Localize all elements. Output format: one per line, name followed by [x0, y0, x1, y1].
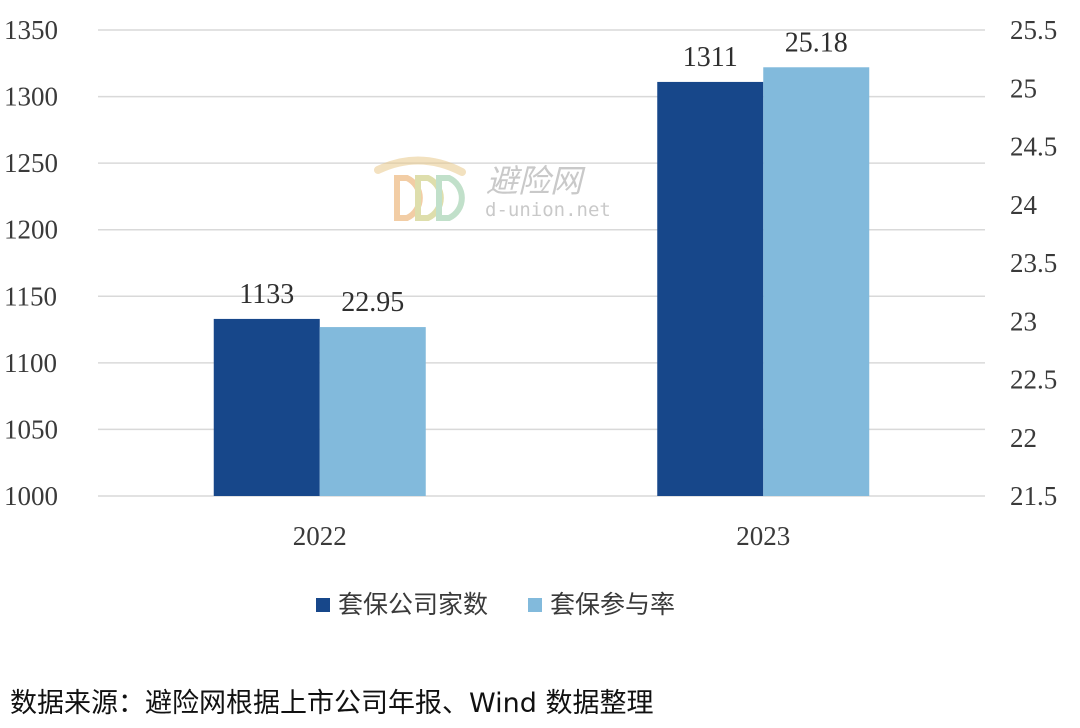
right-tick-label: 23.5 — [1010, 248, 1057, 278]
legend-label: 套保参与率 — [550, 590, 675, 619]
legend: 套保公司家数 套保参与率 — [316, 590, 675, 619]
bar-participation-rate-2023 — [763, 67, 870, 496]
right-tick-label: 25 — [1010, 73, 1037, 103]
x-tick-label: 2023 — [736, 521, 790, 551]
x-tick-label: 2022 — [293, 521, 347, 551]
left-tick-label: 1000 — [4, 481, 58, 511]
right-y-axis: 21.5 22 22.5 23 23.5 24 24.5 25 25.5 — [1010, 15, 1057, 511]
data-label: 1133 — [239, 279, 294, 310]
bar-company-count-2022 — [213, 318, 320, 496]
left-tick-label: 1100 — [4, 348, 57, 378]
right-tick-label: 24 — [1010, 190, 1038, 220]
data-label: 25.18 — [785, 27, 848, 58]
x-axis: 2022 2023 — [293, 521, 791, 551]
legend-swatch — [316, 598, 330, 612]
right-tick-label: 24.5 — [1010, 132, 1057, 162]
right-tick-label: 21.5 — [1010, 481, 1057, 511]
right-tick-label: 22.5 — [1010, 365, 1057, 395]
data-labels: 1133 22.95 1311 25.18 — [239, 27, 847, 318]
data-label: 22.95 — [341, 287, 404, 318]
bar-company-count-2023 — [657, 81, 764, 496]
data-label: 1311 — [683, 42, 738, 73]
left-tick-label: 1350 — [4, 15, 58, 45]
source-note: 数据来源：避险网根据上市公司年报、Wind 数据整理 — [10, 688, 653, 719]
watermark-name: 避险网 — [486, 162, 586, 200]
bars — [213, 67, 870, 496]
left-tick-label: 1150 — [4, 281, 57, 311]
right-tick-label: 25.5 — [1010, 15, 1057, 45]
right-tick-label: 23 — [1010, 306, 1037, 336]
ddd-logo-icon — [374, 156, 466, 221]
legend-label: 套保公司家数 — [338, 590, 488, 619]
left-y-axis: 1000 1050 1100 1150 1200 1250 1300 1350 — [4, 15, 58, 511]
bar-participation-rate-2022 — [319, 327, 426, 496]
left-tick-label: 1050 — [4, 414, 58, 444]
left-tick-label: 1250 — [4, 148, 58, 178]
watermark-domain: d-union.net — [485, 199, 611, 221]
right-tick-label: 22 — [1010, 423, 1037, 453]
legend-swatch — [528, 598, 542, 612]
left-tick-label: 1300 — [4, 82, 58, 112]
left-tick-label: 1200 — [4, 215, 58, 245]
watermark: 避险网 d-union.net — [374, 156, 611, 221]
